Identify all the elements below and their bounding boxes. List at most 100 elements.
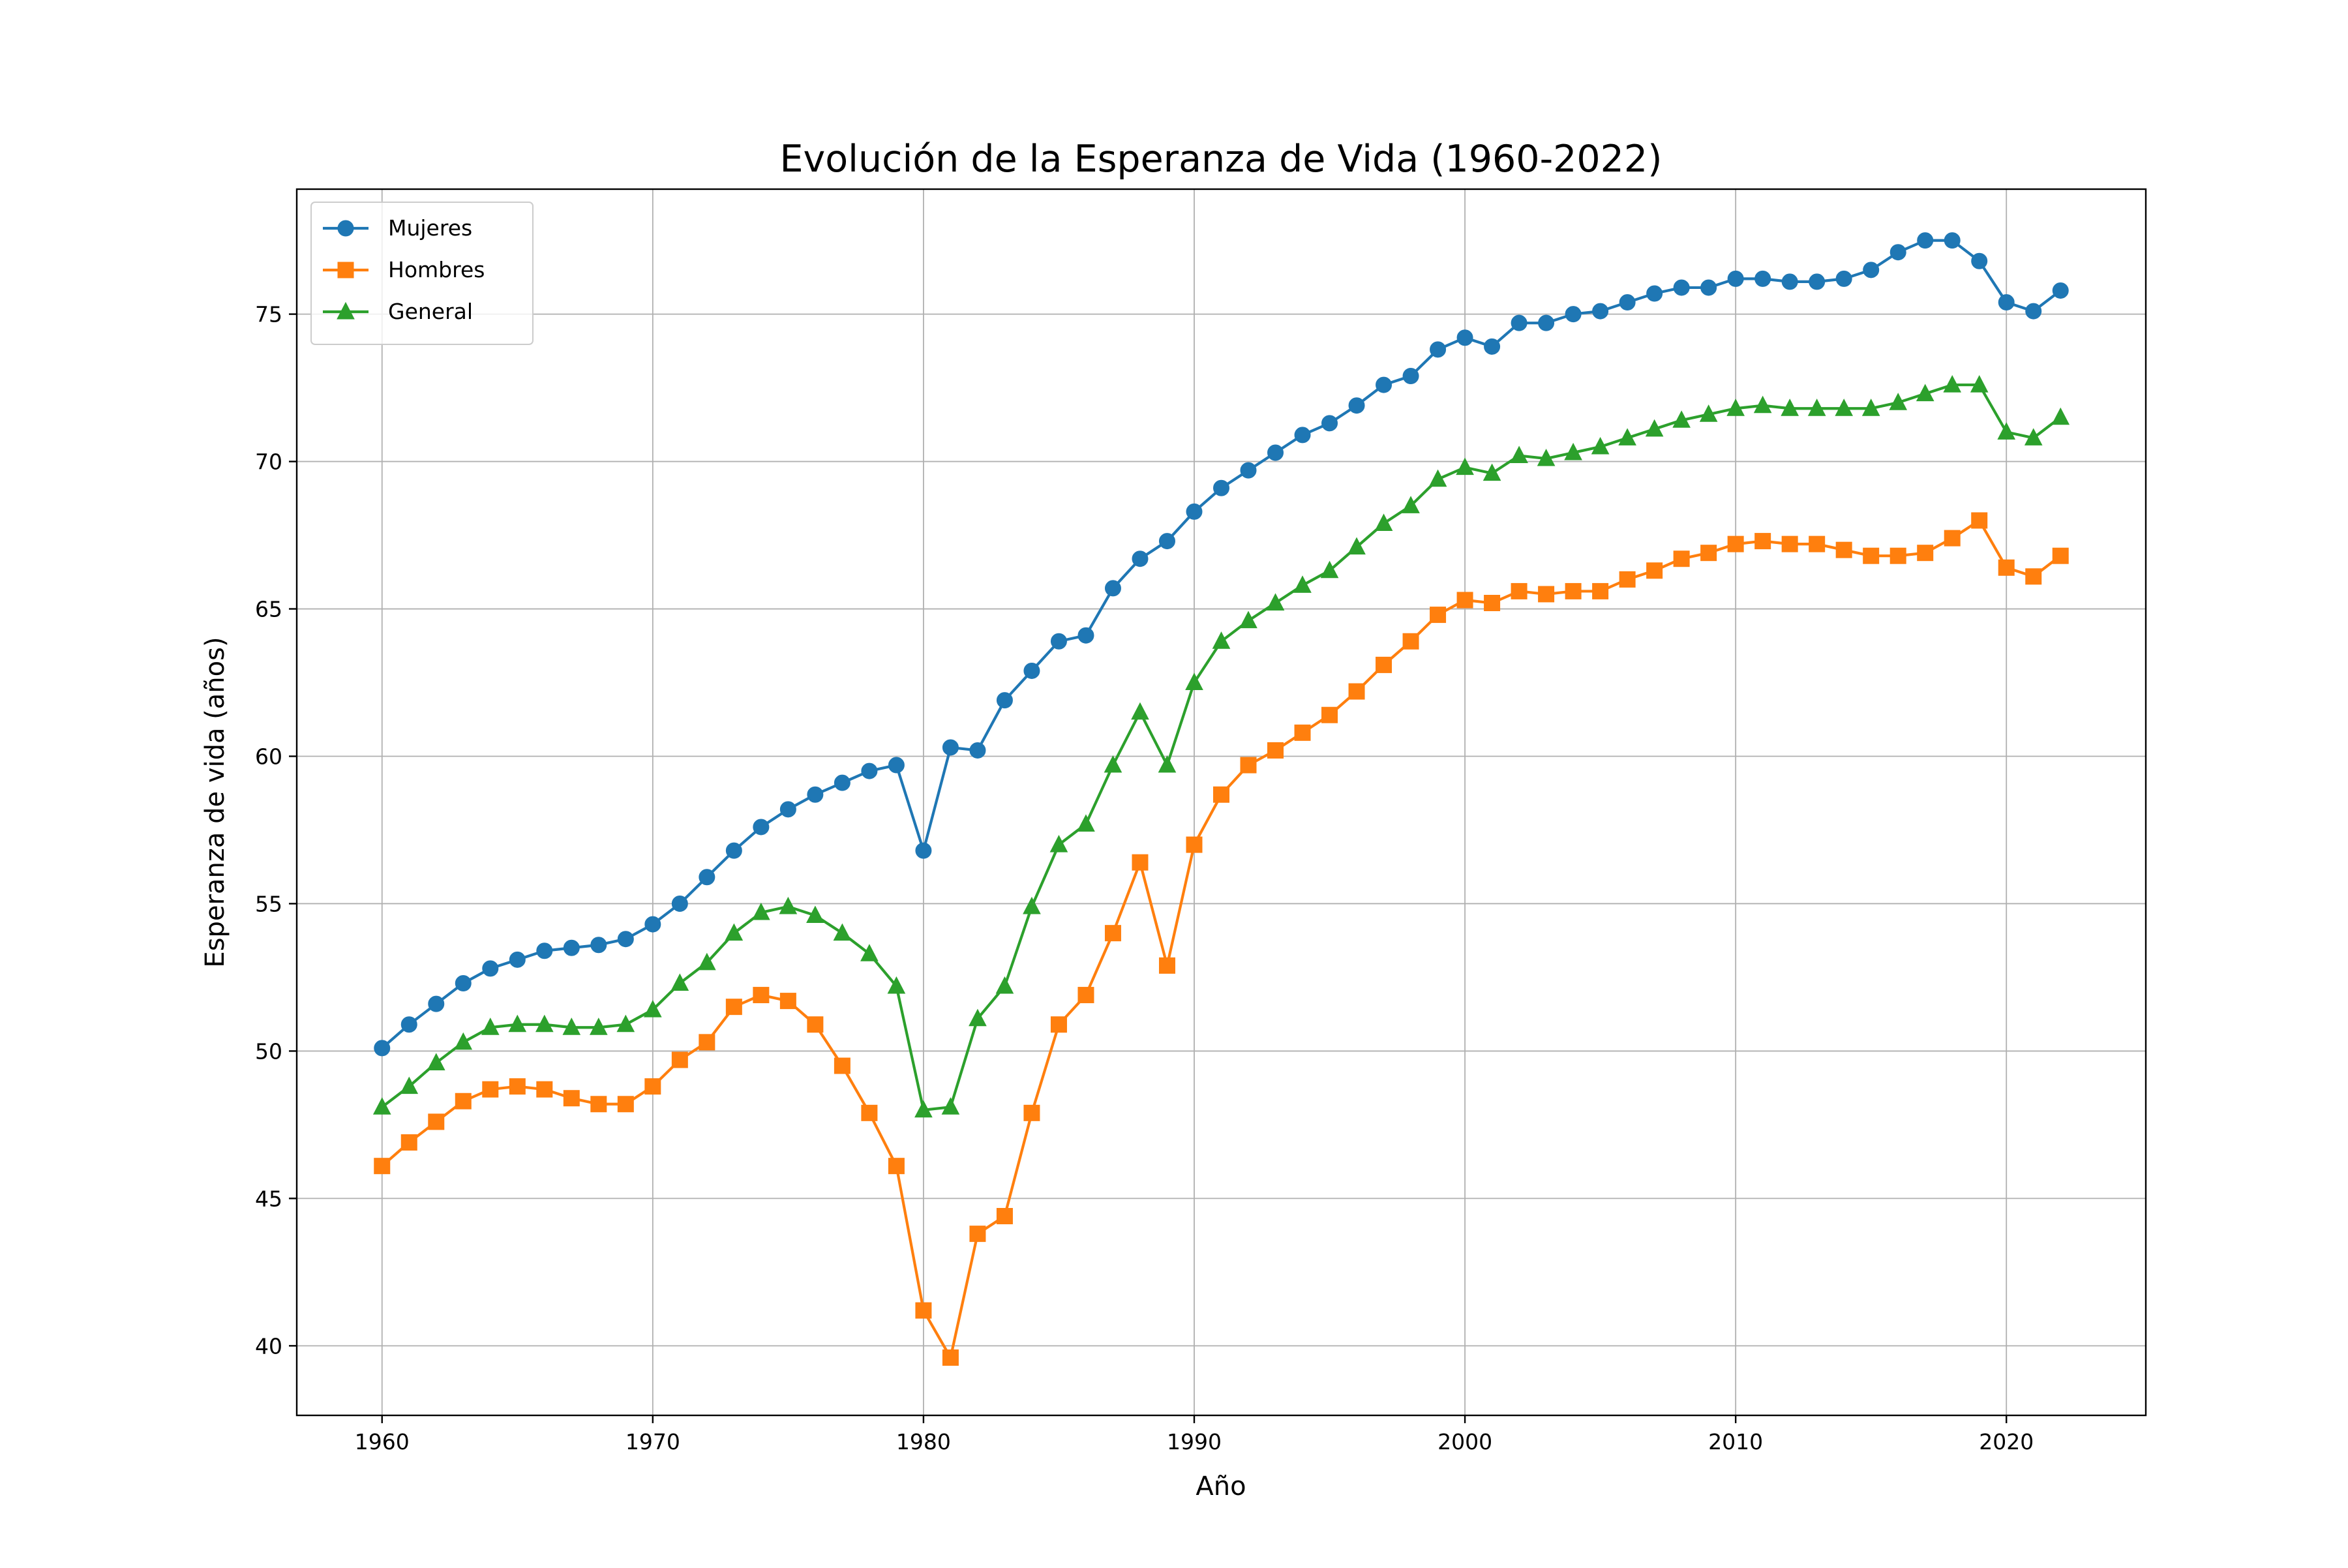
data-point: [617, 931, 634, 948]
data-point: [915, 842, 932, 859]
data-point: [1592, 303, 1609, 320]
data-point: [1673, 550, 1690, 567]
data-point: [454, 1032, 473, 1050]
data-point: [1807, 399, 1826, 416]
data-point: [1321, 415, 1338, 432]
legend-box: [310, 202, 534, 345]
data-point: [589, 1018, 608, 1035]
data-point: [1376, 656, 1392, 673]
data-point: [753, 987, 770, 1004]
data-point: [1104, 925, 1121, 942]
data-point: [1538, 586, 1555, 603]
data-point: [860, 944, 879, 961]
data-point: [400, 1016, 417, 1033]
data-point: [887, 976, 906, 994]
data-point: [1402, 368, 1419, 385]
data-point: [834, 1057, 850, 1074]
data-point: [807, 786, 824, 803]
data-point: [372, 1097, 391, 1115]
data-point: [1618, 428, 1636, 445]
data-point: [428, 995, 445, 1012]
data-point: [2024, 428, 2043, 445]
data-point: [427, 1053, 445, 1070]
y-axis-label: Esperanza de vida (años): [200, 637, 230, 967]
data-point: [1889, 244, 1906, 261]
x-tick-label: 1960: [355, 1429, 410, 1455]
data-point: [1700, 279, 1717, 296]
x-tick-label: 1970: [625, 1429, 680, 1455]
data-point: [616, 1014, 635, 1033]
y-tick-label: 70: [255, 449, 282, 475]
x-tick-label: 2010: [1708, 1429, 1763, 1455]
data-point: [1970, 374, 1989, 393]
data-point: [1049, 834, 1068, 852]
data-point: [914, 1100, 933, 1118]
plot-area-frame: [295, 188, 2147, 1417]
series-layer: [372, 232, 2070, 1366]
data-point: [995, 976, 1014, 994]
y-axis: 40 45 50 55 60 65 70 75: [255, 302, 297, 1359]
data-point: [1402, 633, 1419, 650]
y-tick-label: 75: [255, 302, 282, 327]
data-point: [1889, 547, 1906, 564]
data-point: [915, 1302, 932, 1319]
data-point: [1726, 399, 1745, 416]
data-point: [1537, 448, 1556, 466]
data-point: [1753, 395, 1772, 414]
data-point: [1077, 814, 1095, 832]
data-point: [699, 869, 715, 886]
data-point: [671, 895, 688, 912]
data-point: [1240, 757, 1257, 774]
data-point: [1374, 513, 1393, 531]
data-point: [1565, 582, 1582, 599]
data-point: [482, 1081, 499, 1098]
x-axis-label: Año: [1196, 1471, 1246, 1501]
data-point: [1428, 469, 1447, 487]
data-point: [1699, 404, 1718, 422]
data-point: [1267, 742, 1284, 759]
data-point: [1077, 987, 1094, 1004]
data-point: [1186, 503, 1203, 520]
grid-layer: [297, 189, 2146, 1415]
data-point: [1917, 545, 1934, 562]
data-point: [1320, 560, 1339, 579]
data-point: [1348, 683, 1365, 700]
data-point: [725, 999, 742, 1016]
data-point: [1727, 535, 1744, 552]
data-point: [1564, 442, 1582, 460]
legend-entry: General: [323, 299, 473, 324]
legend-marker: [337, 301, 355, 320]
legend-label: Mujeres: [388, 215, 472, 241]
data-point: [1673, 279, 1690, 296]
data-point: [2051, 407, 2070, 425]
data-point: [1619, 571, 1636, 588]
data-point: [400, 1134, 417, 1151]
data-point: [725, 842, 742, 859]
data-point: [374, 1158, 391, 1175]
data-point: [1484, 595, 1501, 611]
data-point: [1997, 422, 2016, 440]
data-point: [1158, 755, 1177, 773]
data-point: [861, 1104, 878, 1121]
data-point: [1998, 559, 2015, 576]
data-point: [1672, 410, 1691, 428]
data-point: [779, 801, 796, 818]
data-point: [1917, 232, 1934, 249]
x-tick-label: 2000: [1437, 1429, 1492, 1455]
data-point: [807, 1016, 824, 1033]
data-point: [2052, 282, 2069, 299]
chart-title: Evolución de la Esperanza de Vida (1960-…: [780, 138, 1663, 181]
y-tick-label: 40: [255, 1333, 282, 1359]
data-point: [969, 1226, 986, 1243]
data-point: [1998, 294, 2015, 311]
data-point: [374, 1040, 391, 1057]
data-point: [1158, 533, 1175, 550]
data-point: [1456, 457, 1474, 475]
data-point: [1212, 631, 1231, 649]
series-general: [372, 374, 2070, 1118]
data-point: [671, 1051, 688, 1068]
data-point: [1971, 252, 1988, 269]
data-point: [1971, 512, 1988, 529]
data-point: [1835, 399, 1854, 416]
